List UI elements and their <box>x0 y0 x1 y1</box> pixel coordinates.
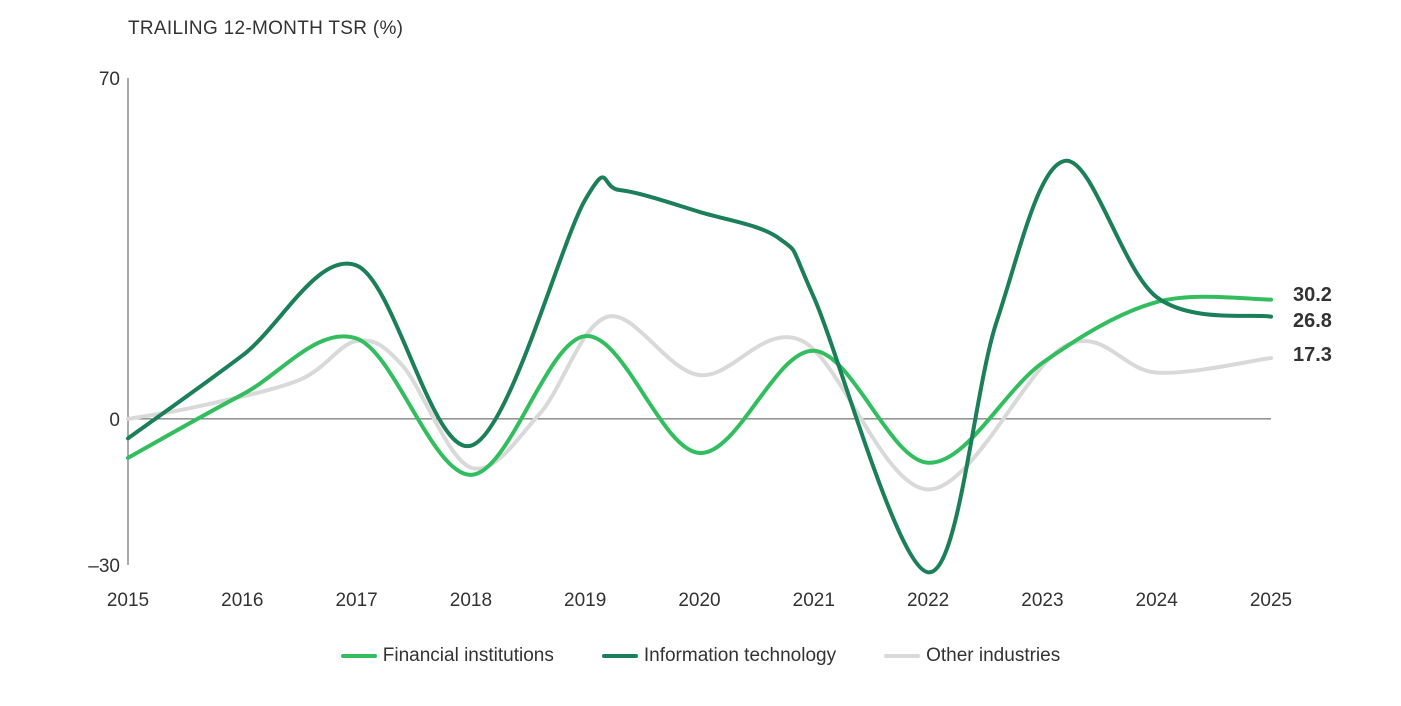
series-line-information-technology <box>126 158 1273 575</box>
legend-item-information-technology: Information technology <box>601 645 837 667</box>
y-tick-label: 0 <box>109 410 120 431</box>
legend-label: Financial institutions <box>382 645 554 666</box>
x-tick-label: 2020 <box>678 590 720 611</box>
x-tick-label: 2016 <box>221 590 263 611</box>
x-tick-label: 2022 <box>907 590 949 611</box>
legend-item-other-industries: Other industries <box>884 645 1060 667</box>
x-tick-label: 2021 <box>793 590 835 611</box>
chart-series <box>126 158 1273 575</box>
x-tick-label: 2017 <box>335 590 377 611</box>
chart-legend: Financial institutions Information techno… <box>0 645 1401 667</box>
series-line-other-industries <box>126 314 1273 492</box>
legend-item-financial-institutions: Financial institutions <box>340 645 554 667</box>
x-tick-label: 2023 <box>1021 590 1063 611</box>
x-tick-label: 2024 <box>1136 590 1179 611</box>
x-tick-label: 2019 <box>564 590 606 611</box>
legend-swatch <box>601 654 638 658</box>
legend-swatch <box>340 654 377 658</box>
x-tick-label: 2025 <box>1250 590 1292 611</box>
legend-swatch <box>884 654 921 658</box>
end-label-other-industries: 17.3 <box>1293 344 1332 366</box>
end-value-labels: 17.3 30.2 26.8 <box>1293 284 1332 366</box>
end-label-information-technology: 26.8 <box>1293 310 1332 332</box>
series-line-financial-institutions <box>126 294 1273 477</box>
x-tick-label: 2015 <box>107 590 149 611</box>
x-tick-label: 2018 <box>450 590 492 611</box>
legend-label: Information technology <box>643 645 837 666</box>
end-label-financial-institutions: 30.2 <box>1293 284 1332 306</box>
y-tick-label: 70 <box>99 69 120 90</box>
chart-axes: 70 0 –30 2015 2016 2017 2018 2019 2020 2021 2022 20… <box>88 69 1292 611</box>
y-tick-label: –30 <box>88 556 120 577</box>
legend-label: Other industries <box>926 645 1061 666</box>
chart-title: TRAILING 12-MONTH TSR (%) <box>128 18 404 39</box>
